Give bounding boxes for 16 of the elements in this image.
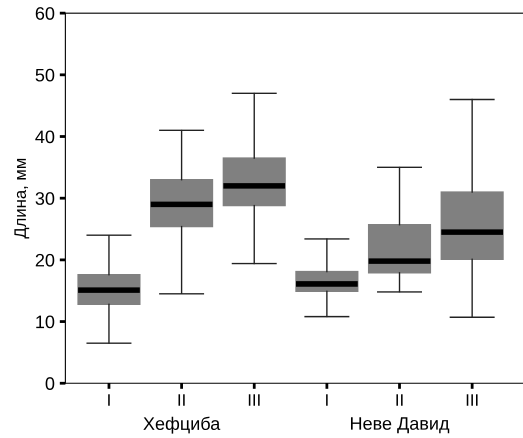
y-tick-label: 60 xyxy=(36,7,54,20)
x-tick-label: III xyxy=(248,394,260,406)
y-tick-label: 10 xyxy=(36,316,54,328)
y-tick-label: 50 xyxy=(36,68,54,82)
x-tick-label: II xyxy=(396,394,403,406)
x-tick-label: III xyxy=(466,394,478,406)
x-tick-label: I xyxy=(326,394,328,406)
y-tick-label: 0 xyxy=(46,377,54,390)
x-tick-label: II xyxy=(178,394,185,406)
y-axis-title: Длина, мм xyxy=(14,158,30,239)
y-tick-label: 40 xyxy=(35,130,54,144)
y-tick-label: 20 xyxy=(36,254,54,267)
text: Неве Давид xyxy=(350,417,450,434)
y-tick-label: 30 xyxy=(36,192,54,205)
x-tick-label: I xyxy=(108,394,110,406)
text: Хефциба xyxy=(143,416,220,434)
